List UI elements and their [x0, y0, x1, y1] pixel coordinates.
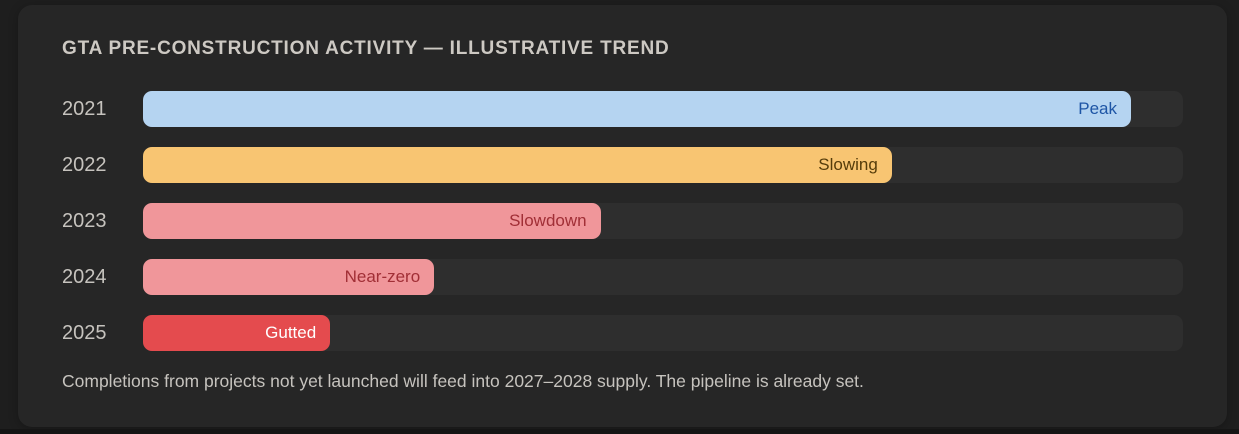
year-label: 2021	[62, 98, 107, 120]
bar-track: Slowdown	[143, 203, 1183, 239]
bar: Slowdown	[143, 203, 601, 239]
bar-track: Peak	[143, 91, 1183, 127]
bar: Gutted	[143, 315, 331, 351]
bar-label: Near-zero	[344, 267, 421, 286]
chart-title: GTA PRE-CONSTRUCTION ACTIVITY — ILLUSTRA…	[62, 38, 670, 59]
bar-track: Slowing	[143, 147, 1183, 183]
year-label: 2024	[62, 266, 107, 288]
bar: Near-zero	[143, 259, 435, 295]
chart-row: 2023 Slowdown	[62, 203, 1183, 239]
bar-chart: 2021 Peak 2022 Slowing 2023 Slowdown 202…	[62, 91, 1183, 351]
year-label: 2025	[62, 322, 107, 344]
bar-label: Gutted	[265, 323, 317, 342]
bar: Slowing	[143, 147, 892, 183]
bar-label: Slowdown	[509, 211, 587, 230]
chart-card: GTA PRE-CONSTRUCTION ACTIVITY — ILLUSTRA…	[18, 5, 1227, 427]
chart-caption: Completions from projects not yet launch…	[62, 371, 864, 391]
year-label: 2023	[62, 210, 107, 232]
chart-row: 2021 Peak	[62, 91, 1183, 127]
chart-row: 2024 Near-zero	[62, 259, 1183, 295]
bar-track: Gutted	[143, 315, 1183, 351]
bar-label: Peak	[1078, 99, 1117, 118]
chart-row: 2022 Slowing	[62, 147, 1183, 183]
bottom-edge-strip	[0, 429, 1239, 434]
year-label: 2022	[62, 154, 107, 176]
bar: Peak	[143, 91, 1131, 127]
bar-label: Slowing	[818, 155, 878, 174]
chart-row: 2025 Gutted	[62, 315, 1183, 351]
bar-track: Near-zero	[143, 259, 1183, 295]
